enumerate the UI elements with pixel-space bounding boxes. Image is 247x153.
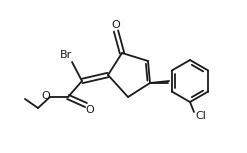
Text: O: O <box>112 20 120 30</box>
Text: Br: Br <box>60 50 72 60</box>
Text: O: O <box>42 91 50 101</box>
Text: Cl: Cl <box>196 111 206 121</box>
Text: O: O <box>86 105 94 115</box>
